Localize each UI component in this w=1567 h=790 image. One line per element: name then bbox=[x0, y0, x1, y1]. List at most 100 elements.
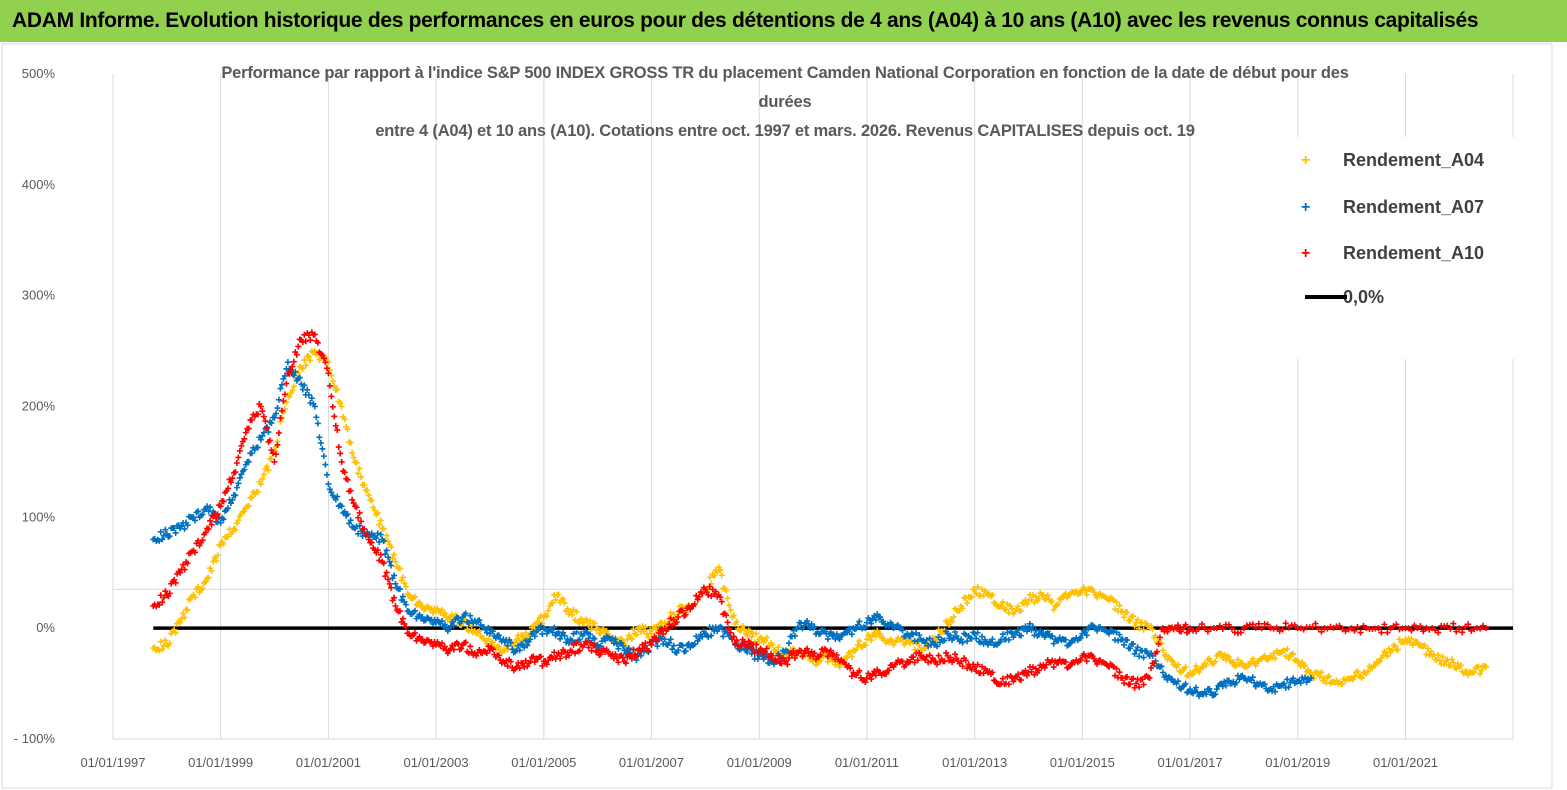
fill-point-rendement-a04 bbox=[874, 627, 881, 634]
fill-point-rendement-a04 bbox=[642, 624, 649, 631]
fill-point-rendement-a10 bbox=[467, 643, 474, 650]
fill-point-rendement-a07 bbox=[385, 554, 392, 561]
fill-point-rendement-a10 bbox=[214, 511, 221, 518]
fill-point-rendement-a10 bbox=[1010, 678, 1017, 685]
fill-point-rendement-a04 bbox=[377, 517, 384, 524]
fill-point-rendement-a04 bbox=[1424, 645, 1431, 652]
fill-point-rendement-a10 bbox=[934, 661, 941, 668]
fill-point-rendement-a07 bbox=[1140, 654, 1147, 661]
data-point-rendement-a07 bbox=[271, 414, 278, 421]
fill-point-rendement-a07 bbox=[277, 385, 284, 392]
fill-point-rendement-a04 bbox=[301, 357, 308, 364]
fill-point-rendement-a07 bbox=[235, 480, 242, 487]
fill-point-rendement-a07 bbox=[332, 496, 339, 503]
fill-point-rendement-a04 bbox=[964, 599, 971, 606]
fill-point-rendement-a07 bbox=[346, 520, 353, 527]
fill-point-rendement-a10 bbox=[380, 560, 387, 567]
fill-point-rendement-a04 bbox=[1077, 589, 1084, 596]
fill-point-rendement-a10 bbox=[1131, 684, 1138, 691]
fill-point-rendement-a07 bbox=[382, 551, 389, 558]
fill-point-rendement-a10 bbox=[383, 569, 390, 576]
fill-point-rendement-a10 bbox=[1342, 628, 1349, 635]
fill-point-rendement-a07 bbox=[584, 629, 591, 636]
data-point-rendement-a04 bbox=[217, 542, 224, 549]
fill-point-rendement-a10 bbox=[326, 382, 333, 389]
fill-point-rendement-a04 bbox=[1130, 613, 1137, 620]
fill-point-rendement-a10 bbox=[208, 521, 215, 528]
legend-item-a04: + Rendement_A04 bbox=[1283, 148, 1484, 172]
fill-point-rendement-a04 bbox=[1272, 655, 1279, 662]
y-tick-label: 200% bbox=[22, 399, 56, 414]
fill-point-rendement-a10 bbox=[633, 653, 640, 660]
fill-point-rendement-a10 bbox=[416, 633, 423, 640]
fill-point-rendement-a07 bbox=[682, 648, 689, 655]
fill-point-rendement-a10 bbox=[254, 411, 261, 418]
fill-point-rendement-a10 bbox=[693, 592, 700, 599]
fill-point-rendement-a10 bbox=[1291, 622, 1298, 629]
fill-point-rendement-a10 bbox=[1258, 625, 1265, 632]
fill-point-rendement-a07 bbox=[699, 633, 706, 640]
fill-point-rendement-a07 bbox=[1023, 628, 1030, 635]
fill-point-rendement-a10 bbox=[172, 579, 179, 586]
fill-point-rendement-a10 bbox=[914, 657, 921, 664]
fill-point-rendement-a10 bbox=[519, 660, 526, 667]
fill-point-rendement-a04 bbox=[1225, 654, 1232, 661]
fill-point-rendement-a04 bbox=[259, 475, 266, 482]
fill-point-rendement-a10 bbox=[341, 469, 348, 476]
fill-point-rendement-a04 bbox=[181, 614, 188, 621]
fill-point-rendement-a07 bbox=[952, 628, 959, 635]
fill-point-rendement-a10 bbox=[1014, 671, 1021, 678]
fill-point-rendement-a04 bbox=[1136, 625, 1143, 632]
fill-point-rendement-a10 bbox=[364, 531, 371, 538]
fill-point-rendement-a10 bbox=[1330, 624, 1337, 631]
fill-point-rendement-a10 bbox=[295, 343, 302, 350]
fill-point-rendement-a07 bbox=[160, 532, 167, 539]
fill-point-rendement-a07 bbox=[347, 517, 354, 524]
fill-point-rendement-a10 bbox=[561, 648, 568, 655]
fill-point-rendement-a10 bbox=[1471, 626, 1478, 633]
fill-point-rendement-a04 bbox=[1450, 659, 1457, 666]
fill-point-rendement-a10 bbox=[989, 669, 996, 676]
fill-point-rendement-a10 bbox=[1041, 664, 1048, 671]
fill-point-rendement-a07 bbox=[856, 618, 863, 625]
data-point-rendement-a10 bbox=[648, 641, 655, 648]
fill-point-rendement-a07 bbox=[974, 629, 981, 636]
fill-point-rendement-a04 bbox=[950, 614, 957, 621]
fill-point-rendement-a04 bbox=[1113, 599, 1120, 606]
fill-point-rendement-a10 bbox=[804, 645, 811, 652]
fill-point-rendement-a10 bbox=[1121, 680, 1128, 687]
data-point-rendement-a04 bbox=[1483, 663, 1490, 670]
fill-point-rendement-a04 bbox=[1162, 651, 1169, 658]
fill-point-rendement-a07 bbox=[290, 372, 297, 379]
fill-point-rendement-a10 bbox=[299, 339, 306, 346]
fill-point-rendement-a10 bbox=[824, 653, 831, 660]
fill-point-rendement-a04 bbox=[847, 649, 854, 656]
fill-point-rendement-a10 bbox=[1381, 621, 1388, 628]
fill-point-rendement-a10 bbox=[1237, 629, 1244, 636]
fill-point-rendement-a10 bbox=[1112, 672, 1119, 679]
fill-point-rendement-a07 bbox=[462, 610, 469, 617]
fill-point-rendement-a10 bbox=[184, 560, 191, 567]
fill-point-rendement-a10 bbox=[748, 645, 755, 652]
fill-point-rendement-a07 bbox=[785, 640, 792, 647]
fill-point-rendement-a04 bbox=[1004, 601, 1011, 608]
fill-point-rendement-a10 bbox=[1151, 660, 1158, 667]
fill-point-rendement-a10 bbox=[1155, 640, 1162, 647]
fill-point-rendement-a04 bbox=[537, 612, 544, 619]
fill-point-rendement-a07 bbox=[853, 625, 860, 632]
x-tick-label: 01/01/2011 bbox=[835, 755, 899, 770]
fill-point-rendement-a10 bbox=[952, 651, 959, 658]
fill-point-rendement-a07 bbox=[1049, 632, 1056, 639]
fill-point-rendement-a04 bbox=[868, 637, 875, 644]
fill-point-rendement-a07 bbox=[916, 631, 923, 638]
fill-point-rendement-a07 bbox=[175, 522, 182, 529]
fill-point-rendement-a04 bbox=[374, 510, 381, 517]
x-tick-label: 01/01/2021 bbox=[1373, 755, 1438, 770]
fill-point-rendement-a04 bbox=[1110, 597, 1117, 604]
fill-point-rendement-a04 bbox=[534, 618, 541, 625]
data-point-rendement-a10 bbox=[581, 641, 588, 648]
fill-point-rendement-a10 bbox=[723, 612, 730, 619]
fill-point-rendement-a04 bbox=[572, 617, 579, 624]
fill-point-rendement-a04 bbox=[630, 626, 637, 633]
fill-point-rendement-a04 bbox=[1140, 626, 1147, 633]
